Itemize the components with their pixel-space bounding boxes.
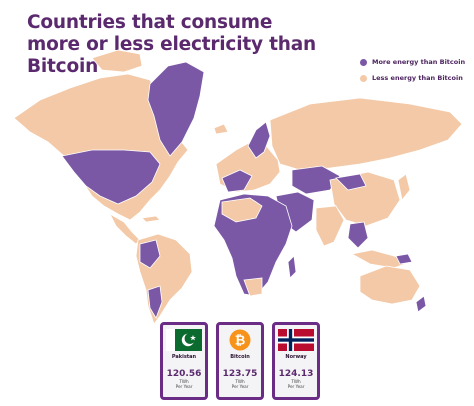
card-value-pakistan: 120.56 bbox=[166, 369, 202, 379]
card-name-norway: Norway bbox=[285, 354, 307, 360]
pakistan-flag-icon bbox=[166, 329, 202, 351]
legend-swatch-more bbox=[360, 58, 367, 66]
region-greenland bbox=[147, 61, 205, 157]
svg-text:₿: ₿ bbox=[235, 334, 246, 349]
card-pakistan: Pakistan 120.56 TWh Per Year bbox=[160, 322, 208, 400]
card-value-bitcoin: 123.75 bbox=[222, 369, 258, 379]
region-australia bbox=[359, 265, 421, 305]
card-norway: Norway 124.13 TWh Per Year bbox=[272, 322, 320, 400]
map-legend: More energy than Bitcoin Less energy tha… bbox=[360, 54, 465, 86]
region-western-europe bbox=[221, 169, 253, 193]
region-central-asia bbox=[291, 165, 341, 195]
card-period-bitcoin: Per Year bbox=[231, 384, 249, 389]
page-title: Countries that consume more or less elec… bbox=[27, 12, 316, 77]
region-japan bbox=[397, 173, 411, 201]
region-central-america bbox=[109, 212, 141, 245]
region-png bbox=[395, 253, 413, 265]
bitcoin-logo-icon: ₿ bbox=[222, 329, 258, 351]
legend-label-less: Less energy than Bitcoin bbox=[372, 74, 463, 82]
region-iceland bbox=[213, 123, 229, 135]
region-north-africa bbox=[221, 197, 263, 223]
region-russia bbox=[269, 97, 463, 171]
region-brazil-west bbox=[139, 239, 161, 269]
card-unit-norway: TWh bbox=[291, 379, 301, 384]
region-south-africa bbox=[243, 277, 263, 297]
norway-flag-icon bbox=[278, 329, 314, 351]
card-name-pakistan: Pakistan bbox=[171, 354, 197, 360]
region-caribbean bbox=[141, 215, 161, 223]
legend-item-less: Less energy than Bitcoin bbox=[360, 70, 465, 86]
legend-swatch-less bbox=[360, 74, 367, 82]
legend-item-more: More energy than Bitcoin bbox=[360, 54, 465, 70]
region-usa bbox=[61, 149, 161, 205]
card-bitcoin: ₿ Bitcoin 123.75 TWh Per Year bbox=[216, 322, 264, 400]
region-mongolia bbox=[335, 173, 367, 191]
region-arctic-islands bbox=[91, 49, 143, 73]
region-argentina bbox=[147, 285, 163, 319]
card-period-norway: Per Year bbox=[287, 384, 305, 389]
card-unit-bitcoin: TWh bbox=[235, 379, 245, 384]
region-india bbox=[315, 205, 345, 247]
region-madagascar bbox=[287, 255, 297, 279]
comparison-cards: Pakistan 120.56 TWh Per Year ₿ Bitcoin 1… bbox=[160, 322, 320, 402]
card-value-norway: 124.13 bbox=[278, 369, 314, 379]
card-period-pakistan: Per Year bbox=[175, 384, 193, 389]
region-new-zealand bbox=[415, 295, 427, 313]
card-unit-pakistan: TWh bbox=[179, 379, 189, 384]
region-scandinavia bbox=[247, 121, 271, 159]
legend-label-more: More energy than Bitcoin bbox=[372, 58, 466, 66]
region-southeast-asia bbox=[347, 221, 369, 249]
card-name-bitcoin: Bitcoin bbox=[230, 354, 250, 360]
